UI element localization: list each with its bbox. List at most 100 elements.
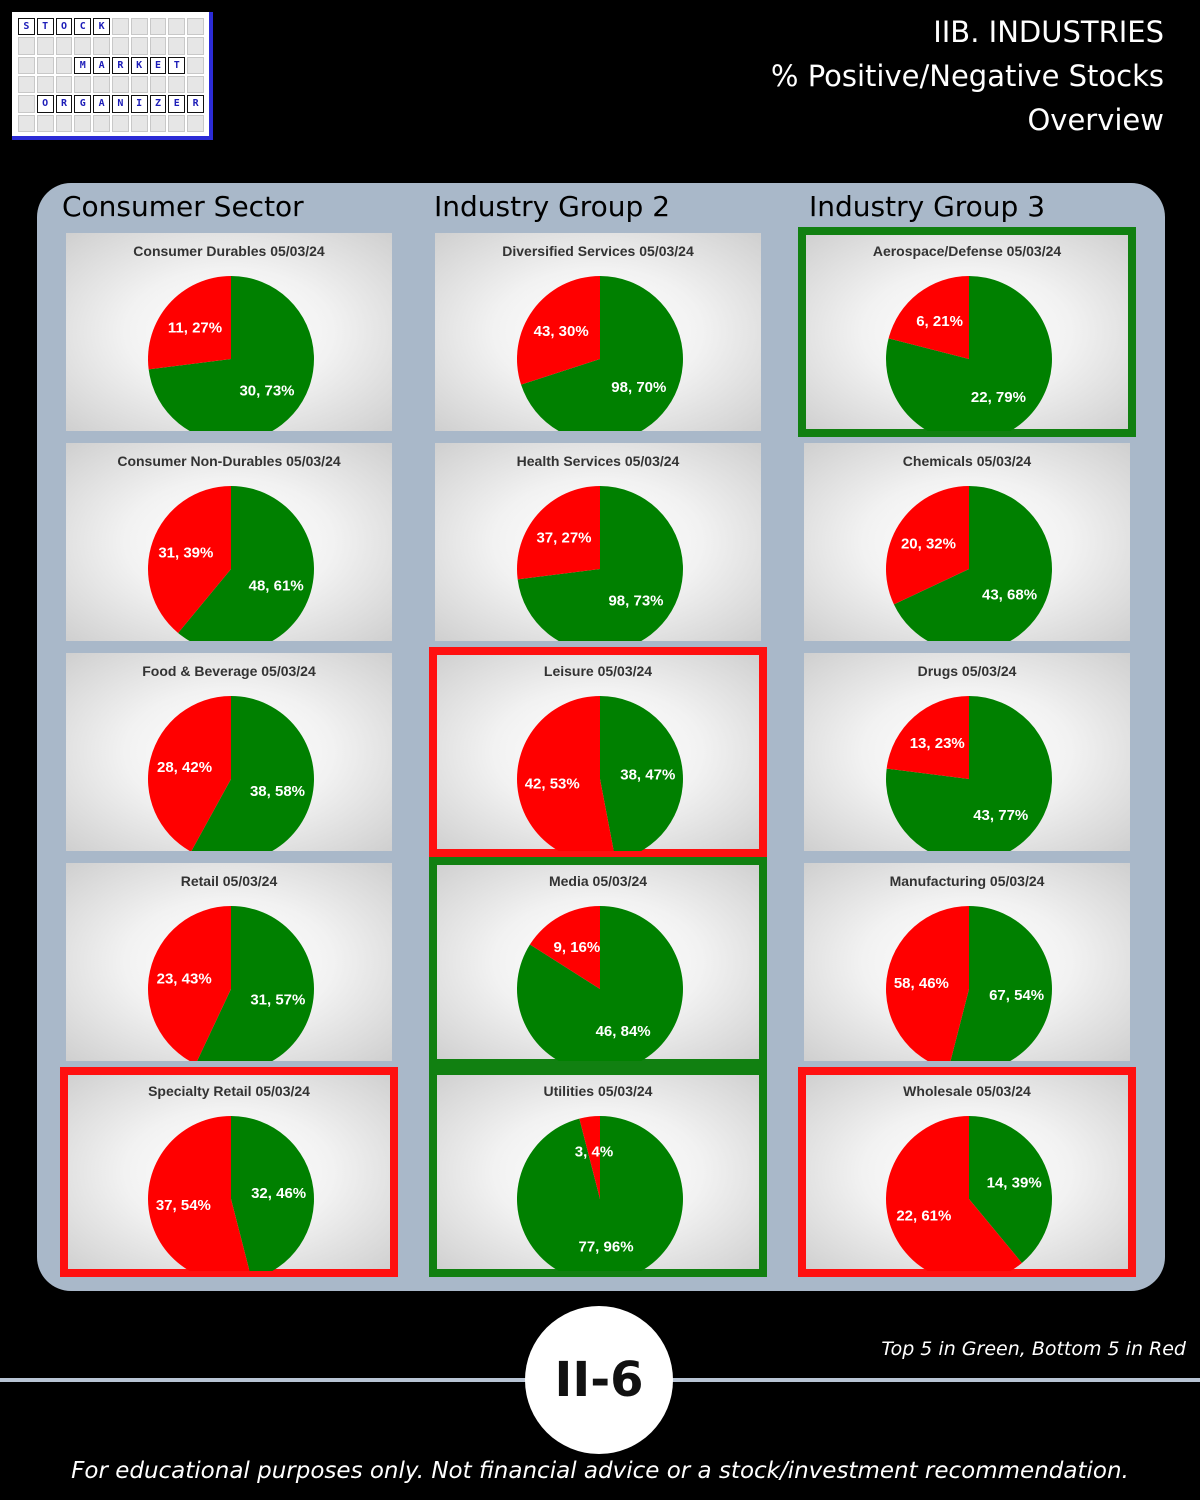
pie-slice-positive [969, 1116, 1052, 1263]
pie-label-negative: 31, 39% [158, 545, 213, 562]
logo-cell: K [130, 56, 148, 74]
pie-label-negative: 20, 32% [901, 535, 956, 552]
pie-slice-positive [950, 906, 1052, 1061]
pie-slice-positive [197, 906, 314, 1061]
pie-slice-negative [886, 486, 969, 605]
logo-cell [55, 56, 73, 74]
logo-cell [93, 76, 110, 94]
pie-chart-card: 23, 43% 31, 57% Retail 05/03/24 [66, 863, 392, 1061]
pie-slice-negative [529, 906, 600, 989]
pie-chart: 3, 4% 77, 96% [517, 1116, 683, 1271]
logo-cell [130, 76, 148, 94]
pie-chart-title: Wholesale 05/03/24 [903, 1083, 1031, 1099]
logo-cell [130, 37, 148, 55]
logo-cell [74, 114, 92, 132]
pie-slice-negative [886, 906, 969, 1061]
pie-slice-positive [231, 1116, 314, 1271]
logo-cell [187, 37, 204, 55]
pie-chart-card: 22, 61% 14, 39% Wholesale 05/03/24 [798, 1067, 1136, 1277]
pie-label-positive: 38, 47% [620, 766, 675, 783]
pie-chart-card: 13, 23% 43, 77% Drugs 05/03/24 [804, 653, 1130, 851]
pie-label-negative: 3, 4% [575, 1143, 613, 1160]
pie-chart: 9, 16% 46, 84% [517, 906, 683, 1061]
logo-cell: I [130, 95, 148, 113]
logo-cell [149, 76, 167, 94]
pie-slice-negative [517, 696, 614, 851]
pie-chart-card: 6, 21% 22, 79% Aerospace/Defense 05/03/24 [798, 227, 1136, 437]
pie-slice-negative [517, 276, 600, 385]
column-title-industry-group-3: Industry Group 3 [809, 190, 1046, 223]
logo-cell [18, 37, 35, 55]
pie-label-positive: 43, 77% [973, 807, 1028, 824]
header-line-2: % Positive/Negative Stocks [770, 59, 1164, 93]
pie-chart-card: 28, 42% 38, 58% Food & Beverage 05/03/24 [66, 653, 392, 851]
logo-cell [93, 37, 110, 55]
pie-chart: 37, 54% 32, 46% [148, 1116, 314, 1271]
pie-slice-positive [886, 696, 1052, 851]
pie-chart: 6, 21% 22, 79% [886, 276, 1052, 431]
pie-chart-title: Consumer Non-Durables 05/03/24 [117, 453, 341, 469]
pie-label-positive: 46, 84% [596, 1023, 651, 1040]
page-number-badge: II-6 [525, 1306, 673, 1454]
logo-cell: T [36, 18, 54, 36]
pie-chart-title: Health Services 05/03/24 [516, 453, 680, 469]
pie-chart-title: Specialty Retail 05/03/24 [148, 1083, 310, 1099]
pie-chart-title: Utilities 05/03/24 [543, 1083, 653, 1099]
logo-cell [187, 114, 204, 132]
pie-slice-positive [886, 276, 1052, 431]
pie-chart-title: Media 05/03/24 [548, 873, 648, 889]
logo-cell: K [93, 18, 110, 36]
logo-cell: E [149, 56, 167, 74]
pie-slice-positive [148, 276, 314, 431]
pie-slice-negative [886, 696, 969, 779]
logo-cell: N [111, 95, 129, 113]
pie-chart-card: 9, 16% 46, 84% Media 05/03/24 [429, 857, 767, 1067]
pie-slice-negative [148, 486, 231, 633]
logo-cell [130, 114, 148, 132]
pie-label-positive: 43, 68% [982, 587, 1037, 604]
pie-slice-negative [148, 696, 231, 851]
logo-cell [55, 37, 73, 55]
pie-chart-card: 11, 27% 30, 73% Consumer Durables 05/03/24 [66, 233, 392, 431]
logo-cell [187, 76, 204, 94]
column-title-consumer-sector: Consumer Sector [62, 190, 304, 223]
pie-chart-title: Diversified Services 05/03/24 [502, 243, 694, 259]
column-title-industry-group-2: Industry Group 2 [434, 190, 671, 223]
logo-cell [168, 18, 186, 36]
logo-cell [149, 114, 167, 132]
pie-chart: 42, 53% 38, 47% [517, 696, 683, 851]
logo-cell [187, 18, 204, 36]
logo-cell [168, 37, 186, 55]
logo-cell [55, 114, 73, 132]
pie-slice-positive [178, 486, 314, 641]
highlight-legend-note: Top 5 in Green, Bottom 5 in Red [881, 1338, 1186, 1360]
pie-label-negative: 11, 27% [168, 319, 222, 336]
logo-cell [74, 76, 92, 94]
logo-cell [111, 76, 129, 94]
logo-cell [55, 76, 73, 94]
logo-cell: A [93, 95, 110, 113]
logo-cell: M [74, 56, 92, 74]
pie-label-positive: 31, 57% [250, 991, 305, 1008]
logo-cell [111, 37, 129, 55]
logo-cell: E [168, 95, 186, 113]
pie-chart-title: Aerospace/Defense 05/03/24 [872, 243, 1062, 259]
pie-chart-title: Food & Beverage 05/03/24 [142, 663, 316, 679]
pie-label-positive: 48, 61% [249, 577, 304, 594]
logo-cell [93, 114, 110, 132]
logo-cell: O [36, 95, 54, 113]
pie-slice-negative [886, 1116, 1022, 1271]
logo-cell: A [93, 56, 110, 74]
logo-cell: R [187, 95, 204, 113]
logo-cell [18, 56, 35, 74]
pie-label-negative: 37, 54% [156, 1197, 211, 1214]
pie-chart-card: 37, 54% 32, 46% Specialty Retail 05/03/24 [60, 1067, 398, 1277]
pie-chart: 22, 61% 14, 39% [886, 1116, 1052, 1271]
pie-chart-card: 42, 53% 38, 47% Leisure 05/03/24 [429, 647, 767, 857]
logo-cell [36, 114, 54, 132]
pie-chart-card: 3, 4% 77, 96% Utilities 05/03/24 [429, 1067, 767, 1277]
logo-cell [36, 76, 54, 94]
logo-cell: S [18, 18, 35, 36]
